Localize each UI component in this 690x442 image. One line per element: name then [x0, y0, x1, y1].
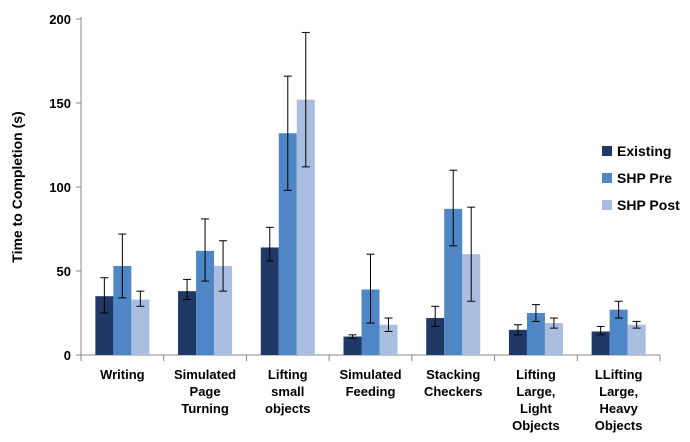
error-bar: [614, 300, 623, 319]
bar-existing: [508, 329, 527, 355]
error-bar: [366, 253, 375, 324]
error-bar: [283, 75, 292, 191]
bar-shp-post: [544, 323, 563, 355]
y-tick-label: 200: [49, 12, 71, 27]
bar-shp-post: [627, 324, 646, 355]
category-labels-group: Writing Simulated Page Turning Lifting small o…: [100, 367, 642, 433]
error-bar: [531, 304, 540, 322]
legend-label: SHP Pre: [617, 170, 672, 186]
bar-existing: [260, 247, 279, 355]
bar-existing: [591, 331, 610, 355]
error-bar: [513, 324, 522, 336]
bar-shp-post: [379, 324, 398, 355]
bar-shp-pre: [278, 133, 297, 355]
bar-existing: [95, 296, 114, 355]
legend-item: SHP Post: [602, 197, 680, 213]
x-tick-label: LLifting Large, Heavy Objects: [595, 367, 643, 433]
legend-label: Existing: [617, 143, 671, 159]
x-tick-label: Writing: [100, 367, 145, 382]
bar-shp-post: [462, 254, 481, 355]
y-axis-title: Time to Completion (s): [9, 111, 25, 262]
error-bar: [467, 206, 476, 302]
error-bar: [549, 317, 558, 329]
error-bar: [384, 317, 393, 332]
axes: 0 50 100 150 200: [49, 12, 661, 363]
error-bar: [183, 278, 192, 301]
legend-item: SHP Pre: [602, 170, 672, 186]
y-tick-label: 50: [57, 264, 71, 279]
error-bar: [596, 325, 605, 336]
bar-shp-pre: [113, 265, 132, 355]
error-bar: [348, 334, 357, 339]
x-tick-label: Simulated Page Turning: [174, 367, 236, 416]
error-bar: [449, 169, 458, 247]
x-tick-label: Lifting Large, Light Objects: [512, 367, 560, 433]
x-tick-label: Stacking Checkers: [424, 367, 483, 399]
bar-existing: [426, 318, 445, 355]
legend-swatch: [602, 146, 612, 156]
bar-shp-pre: [526, 313, 545, 355]
bar-existing: [343, 336, 362, 355]
bar-shp-pre: [444, 208, 463, 355]
x-tick-label: Simulated Feeding: [339, 367, 401, 399]
bar-shp-post: [214, 265, 233, 355]
error-bar: [201, 218, 210, 282]
legend-swatch: [602, 173, 612, 183]
x-tick-label: Lifting small objects: [265, 367, 311, 416]
error-bar: [118, 233, 127, 299]
error-bar: [265, 226, 274, 262]
error-bars-group: [100, 31, 641, 339]
error-bar: [301, 31, 310, 168]
legend-label: SHP Post: [617, 197, 680, 213]
bar-shp-pre: [196, 250, 215, 355]
error-bar: [219, 240, 228, 292]
bar-shp-post: [131, 299, 150, 355]
bar-shp-post: [296, 99, 315, 355]
error-bar: [632, 320, 641, 329]
legend: Existing SHP Pre SHP Post: [602, 143, 680, 213]
y-tick-label: 0: [64, 348, 71, 363]
legend-swatch: [602, 200, 612, 210]
error-bar: [431, 305, 440, 327]
y-tick-label: 100: [49, 180, 71, 195]
bar-shp-pre: [609, 309, 628, 355]
y-tick-label: 150: [49, 96, 71, 111]
error-bar: [136, 290, 145, 307]
legend-item: Existing: [602, 143, 671, 159]
error-bar: [100, 277, 109, 314]
bar-existing: [178, 291, 197, 355]
